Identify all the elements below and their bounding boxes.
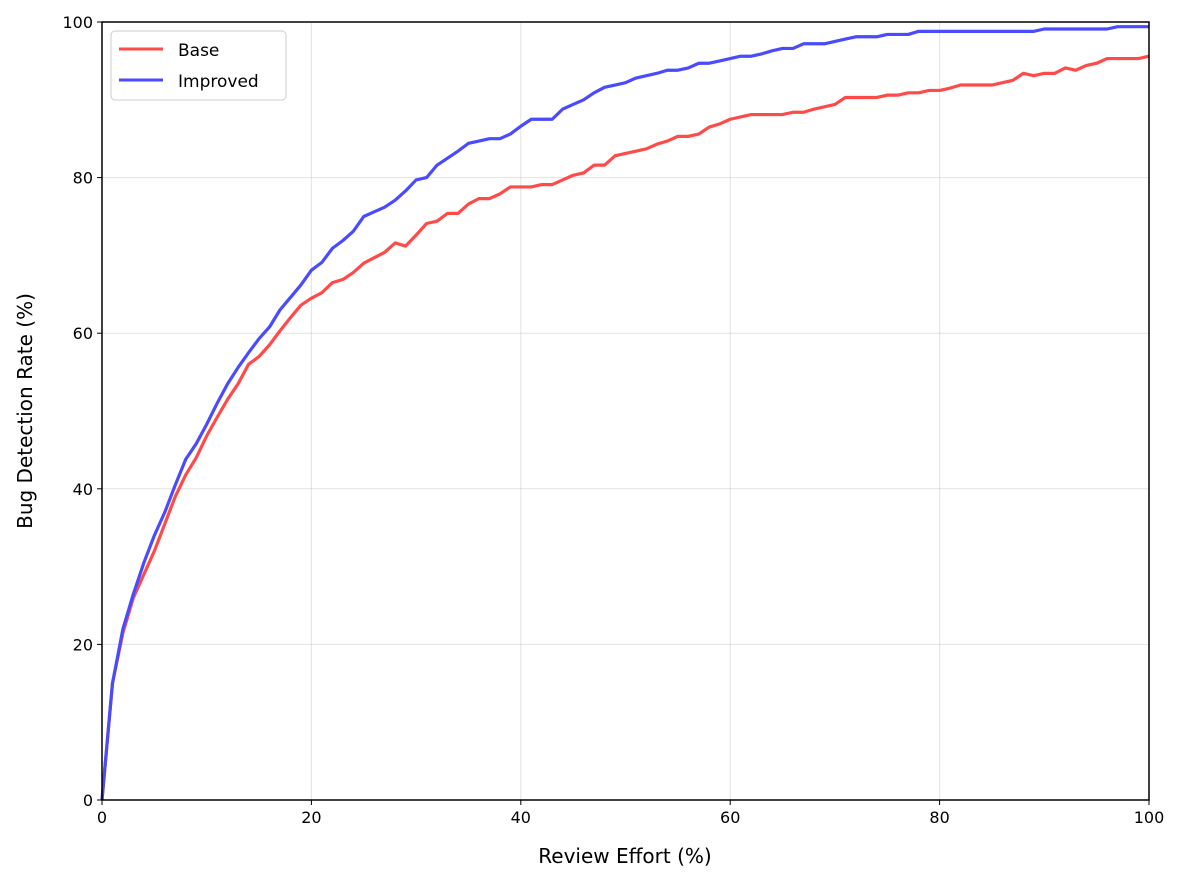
x-tick-label: 100: [1134, 808, 1165, 827]
y-tick-label: 40: [73, 480, 93, 499]
x-tick-label: 60: [720, 808, 740, 827]
x-tick-label: 20: [301, 808, 321, 827]
y-tick-label: 0: [83, 791, 93, 810]
y-tick-label: 20: [73, 635, 93, 654]
legend-label-base: Base: [178, 41, 219, 61]
series-line-improved: [100, 25, 1149, 801]
x-axis-label: Review Effort (%): [538, 844, 711, 868]
x-tick-label: 0: [97, 808, 107, 827]
y-tick-label: 80: [73, 169, 93, 188]
x-axis-ticks: 0 20 40 60 80 100: [97, 800, 1164, 827]
x-tick-label: 80: [929, 808, 949, 827]
series-group: [100, 25, 1150, 801]
legend: Base Improved: [110, 30, 287, 101]
y-tick-label: 100: [62, 13, 93, 32]
series-line-base: [100, 54, 1150, 801]
plot-frame: [101, 21, 1150, 801]
y-axis-label: Bug Detection Rate (%): [13, 293, 37, 529]
legend-label-improved: Improved: [178, 72, 259, 92]
grid: [101, 21, 1150, 801]
x-tick-label: 40: [511, 808, 531, 827]
y-tick-label: 60: [73, 324, 93, 343]
y-axis-ticks: 0 20 40 60 80 100: [62, 13, 102, 810]
